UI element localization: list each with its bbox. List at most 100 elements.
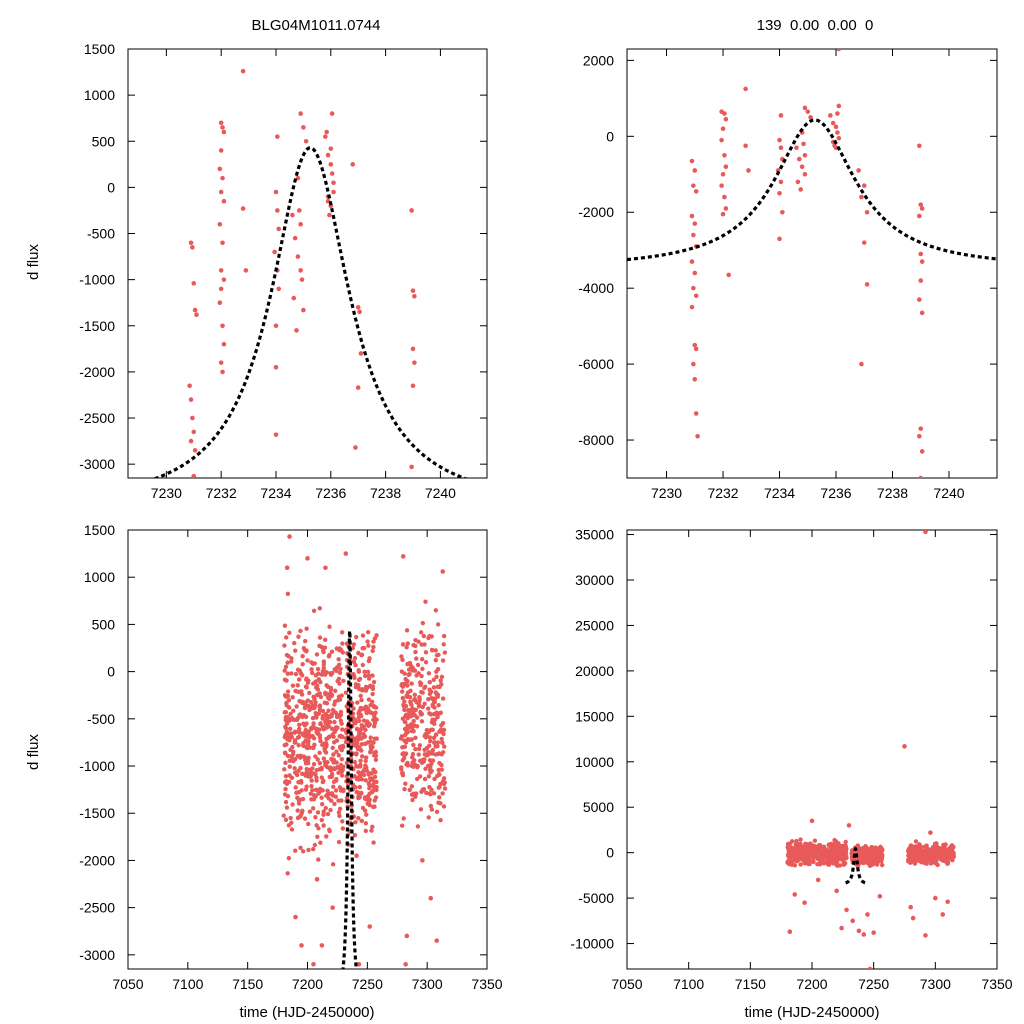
data-point [411, 718, 416, 724]
data-point [323, 805, 328, 811]
y-tick-label: 25000 [575, 617, 614, 633]
data-point [826, 862, 832, 867]
data-point [316, 711, 322, 716]
data-point [411, 729, 416, 734]
data-point [272, 249, 277, 255]
data-point [283, 786, 288, 792]
data-point [436, 652, 441, 658]
data-point [777, 190, 782, 196]
data-point [374, 736, 379, 741]
data-point [296, 768, 301, 773]
data-point [336, 839, 342, 845]
data-point [929, 848, 935, 853]
data-point [320, 801, 325, 807]
data-point [918, 251, 924, 257]
data-point [357, 784, 363, 790]
data-point [404, 628, 410, 633]
data-point [316, 826, 321, 831]
x-tick-label: 7230 [151, 485, 182, 501]
data-point [410, 666, 416, 671]
data-point [836, 103, 842, 109]
data-point [295, 683, 300, 688]
data-point [289, 671, 294, 676]
data-point [305, 741, 311, 747]
data-point [354, 789, 359, 795]
data-point [808, 859, 814, 864]
data-point [807, 843, 812, 848]
data-point [340, 819, 345, 824]
data-point [819, 853, 824, 858]
data-point [282, 710, 287, 715]
data-point [296, 677, 302, 682]
data-point [777, 137, 782, 143]
data-point [409, 681, 414, 686]
data-point [370, 673, 375, 678]
data-point [325, 811, 331, 817]
data-point [314, 713, 319, 719]
data-point [336, 798, 341, 803]
data-point [317, 789, 322, 795]
y-tick-label: -3000 [79, 456, 115, 472]
data-point [368, 777, 373, 783]
data-point [934, 841, 939, 846]
data-point [722, 111, 727, 116]
data-point [363, 673, 368, 679]
data-point [295, 667, 301, 672]
data-point [430, 758, 436, 763]
data-point [336, 657, 341, 662]
data-point [407, 787, 412, 793]
data-point [355, 700, 360, 705]
data-point [324, 683, 329, 688]
data-point [403, 751, 409, 756]
data-point [409, 464, 414, 470]
data-point [220, 125, 225, 130]
data-point [399, 654, 404, 659]
data-point [291, 640, 297, 646]
bottom-right-x-axis-label: time (HJD-2450000) [744, 1004, 879, 1021]
data-point [316, 677, 322, 682]
data-point [305, 556, 310, 561]
data-point [398, 736, 404, 741]
data-point [422, 776, 428, 782]
data-point [412, 360, 417, 365]
data-point [371, 782, 376, 787]
data-point [812, 852, 817, 857]
data-point [426, 774, 432, 779]
data-point [421, 633, 427, 639]
data-point [405, 763, 411, 768]
data-point [419, 673, 424, 679]
data-point [418, 807, 424, 812]
data-point [372, 804, 377, 809]
data-point [907, 857, 913, 862]
data-point [919, 259, 925, 264]
data-point [367, 797, 372, 802]
data-point [409, 763, 414, 769]
data-point [330, 732, 336, 737]
data-point [405, 729, 411, 735]
data-point [287, 705, 292, 710]
data-point [859, 194, 864, 200]
data-point [442, 786, 448, 791]
y-tick-label: 2000 [583, 52, 614, 68]
data-point [220, 240, 225, 246]
data-point [304, 784, 309, 789]
data-point [273, 364, 279, 370]
data-point [289, 734, 295, 740]
data-point [719, 183, 724, 188]
data-point [429, 807, 435, 812]
data-point [833, 124, 839, 130]
y-tick-label: -2000 [79, 364, 115, 380]
data-point [327, 828, 332, 834]
data-point [372, 774, 378, 780]
data-point [188, 397, 194, 402]
data-point [935, 855, 940, 860]
data-point [359, 754, 365, 759]
data-point [412, 692, 418, 698]
data-point [689, 213, 695, 219]
data-point [428, 803, 434, 809]
data-point [410, 712, 415, 717]
data-point [871, 850, 877, 855]
data-point [367, 785, 372, 791]
data-point [432, 705, 437, 710]
data-point [830, 120, 836, 126]
